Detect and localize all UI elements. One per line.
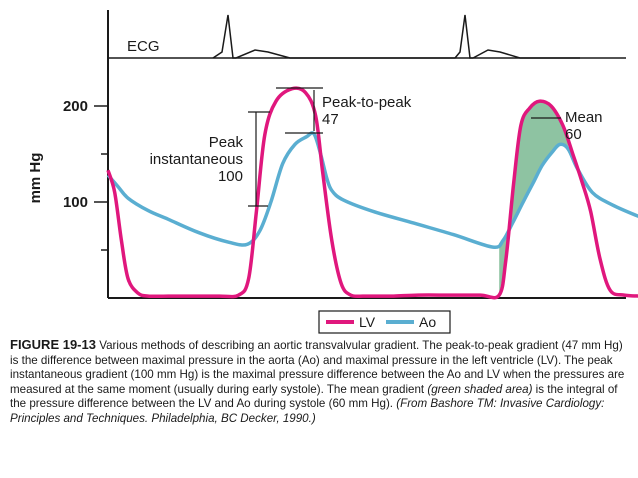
peak-to-peak-label: Peak-to-peak: [322, 94, 412, 111]
legend-label-lv: LV: [359, 314, 376, 330]
ecg-trace: [212, 14, 580, 59]
caption-text-a: Various methods of describing an aortic …: [10, 339, 625, 396]
peak-to-peak-value: 47: [322, 111, 339, 128]
peak-instantaneous-value: 100: [218, 168, 243, 185]
peak-instantaneous-label-line2: instantaneous: [150, 151, 243, 168]
caption-text-c: is the integral of the pressure differen…: [10, 382, 618, 411]
lv-pressure-curve: [106, 86, 638, 300]
caption-source: (From Bashore TM: Invasive Cardiology: P…: [10, 397, 605, 425]
legend-box: [318, 310, 451, 334]
y-tick-label-200: 200: [63, 98, 88, 115]
mean-label: Mean: [565, 109, 603, 126]
figure-label: FIGURE 19-13: [10, 337, 96, 352]
legend-label-ao: Ao: [419, 314, 436, 330]
peak-instantaneous-label-line1: Peak: [209, 134, 244, 151]
ecg-label: ECG: [127, 38, 160, 55]
pressure-chart: 200 100 mm Hg ECG Peak-to-peak 47 Peak i…: [27, 10, 638, 334]
y-tick-label-100: 100: [63, 194, 88, 211]
figure-caption: FIGURE 19-13 Various methods of describi…: [10, 337, 630, 427]
mean-value: 60: [565, 126, 582, 143]
mean-gradient-shaded-area: [499, 101, 569, 296]
y-axis-label: mm Hg: [27, 153, 44, 204]
caption-shaded-note: (green shaded area): [427, 382, 533, 396]
ao-pressure-curve: [106, 131, 638, 250]
